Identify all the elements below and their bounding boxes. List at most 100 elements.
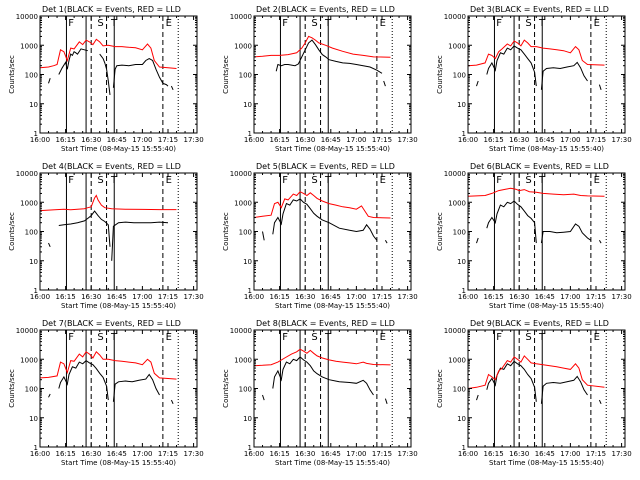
x-tick-label: 16:00: [244, 136, 264, 144]
panel-title: Det 6(BLACK = Events, RED = LLD: [470, 162, 609, 171]
x-tick-label: 17:15: [158, 136, 178, 144]
panel-det-3: Det 3(BLACK = Events, RED = LLD F S T E 1 10 10…: [436, 5, 632, 153]
y-tick-label: 10000: [444, 170, 466, 178]
x-axis-label: Start Time (08-May-15 15:55:40): [275, 302, 390, 310]
y-tick-label: 100: [25, 386, 38, 394]
x-tick-label: 17:15: [372, 450, 392, 458]
plot-frame: [39, 15, 198, 134]
marker-letter: S: [97, 18, 103, 29]
y-tick-label: 10000: [444, 13, 466, 21]
x-tick-label: 17:30: [183, 450, 203, 458]
series-events-line: [540, 223, 592, 244]
panel-det-6: Det 6(BLACK = Events, RED = LLD F S T E 1 10 10…: [436, 162, 632, 310]
y-axis-label: Counts/sec: [436, 212, 444, 251]
panel-title: Det 8(BLACK = Events, RED = LLD: [256, 319, 395, 328]
x-axis-label: Start Time (08-May-15 15:55:40): [61, 459, 176, 467]
y-axis-label: Counts/sec: [436, 55, 444, 94]
panel-title: Det 1(BLACK = Events, RED = LLD: [42, 5, 181, 14]
marker-letter: F: [496, 332, 502, 343]
marker-letter: T: [324, 18, 332, 29]
y-tick-label: 1: [248, 287, 252, 295]
x-tick-label: 16:15: [56, 450, 76, 458]
x-tick-label: 17:30: [397, 293, 417, 301]
series-events-line: [48, 78, 51, 84]
x-tick-label: 17:30: [611, 136, 631, 144]
y-tick-label: 10: [243, 101, 252, 109]
y-axis-label: Counts/sec: [222, 212, 230, 251]
y-tick-label: 10: [457, 415, 466, 423]
x-tick-label: 16:45: [107, 136, 127, 144]
marker-letter: E: [166, 18, 172, 29]
marker-letter: S: [525, 332, 531, 343]
panel-title: Det 9(BLACK = Events, RED = LLD: [470, 319, 609, 328]
x-tick-label: 16:45: [107, 293, 127, 301]
x-axis-label: Start Time (08-May-15 15:55:40): [61, 145, 176, 153]
series-events-line: [112, 373, 160, 402]
x-tick-label: 16:15: [484, 450, 504, 458]
y-tick-label: 10000: [16, 170, 38, 178]
x-tick-label: 16:30: [81, 136, 101, 144]
x-tick-label: 16:45: [321, 293, 341, 301]
x-tick-label: 17:30: [397, 136, 417, 144]
x-tick-label: 17:00: [560, 450, 580, 458]
series-events-line: [58, 359, 109, 401]
x-tick-label: 16:45: [107, 450, 127, 458]
panel-det-8: Det 8(BLACK = Events, RED = LLD F S T E 1 10 10…: [222, 319, 418, 467]
x-tick-label: 17:15: [372, 136, 392, 144]
marker-letter: T: [324, 332, 332, 343]
y-tick-label: 1: [248, 130, 252, 138]
x-tick-label: 17:30: [611, 450, 631, 458]
y-tick-label: 1: [34, 444, 38, 452]
panel-det-2: Det 2(BLACK = Events, RED = LLD F S T E 1 10 10…: [222, 5, 418, 153]
marker-letter: S: [525, 18, 531, 29]
x-tick-label: 17:00: [560, 293, 580, 301]
y-tick-label: 10: [243, 258, 252, 266]
x-tick-label: 16:30: [509, 450, 529, 458]
panel-det-7: Det 7(BLACK = Events, RED = LLD F S T E 1 10 10…: [8, 319, 204, 467]
marker-letter: E: [594, 332, 600, 343]
marker-letter: S: [97, 332, 103, 343]
x-tick-label: 16:30: [81, 293, 101, 301]
x-tick-label: 17:15: [372, 293, 392, 301]
x-tick-label: 16:00: [458, 450, 478, 458]
x-tick-label: 16:30: [81, 450, 101, 458]
y-tick-label: 1000: [234, 199, 252, 207]
x-tick-label: 17:15: [158, 293, 178, 301]
y-tick-label: 100: [25, 229, 38, 237]
y-tick-label: 10000: [444, 327, 466, 335]
series-events-line: [598, 84, 602, 90]
y-tick-label: 1000: [234, 42, 252, 50]
y-tick-label: 10: [29, 415, 38, 423]
series-events-line: [99, 53, 111, 95]
y-tick-label: 1: [34, 130, 38, 138]
series-events-line: [384, 398, 388, 404]
panel-title: Det 7(BLACK = Events, RED = LLD: [42, 319, 181, 328]
y-tick-label: 10: [29, 258, 38, 266]
x-tick-label: 16:00: [30, 293, 50, 301]
marker-letter: F: [68, 332, 74, 343]
y-tick-label: 10: [29, 101, 38, 109]
y-tick-label: 10000: [16, 327, 38, 335]
y-axis-label: Counts/sec: [222, 369, 230, 408]
y-tick-label: 1000: [448, 42, 466, 50]
marker-letter: T: [110, 175, 118, 186]
marker-letter: T: [538, 332, 546, 343]
series-events-line: [58, 210, 111, 247]
x-tick-label: 16:00: [458, 293, 478, 301]
x-tick-label: 17:15: [586, 293, 606, 301]
x-tick-label: 16:45: [535, 293, 555, 301]
marker-letter: F: [282, 175, 288, 186]
series-lld-line: [467, 355, 605, 389]
series-lld-line: [39, 350, 177, 380]
y-tick-label: 100: [25, 72, 38, 80]
plot-frame: [39, 172, 198, 291]
series-events-line: [383, 80, 386, 87]
y-tick-label: 1000: [234, 356, 252, 364]
plot-frame: [253, 172, 412, 291]
series-events-line: [275, 39, 383, 74]
x-tick-label: 17:00: [132, 136, 152, 144]
x-tick-label: 16:00: [244, 450, 264, 458]
panel-title: Det 3(BLACK = Events, RED = LLD: [470, 5, 609, 14]
panel-det-1: Det 1(BLACK = Events, RED = LLD F S T E 1 10 10…: [8, 5, 204, 153]
